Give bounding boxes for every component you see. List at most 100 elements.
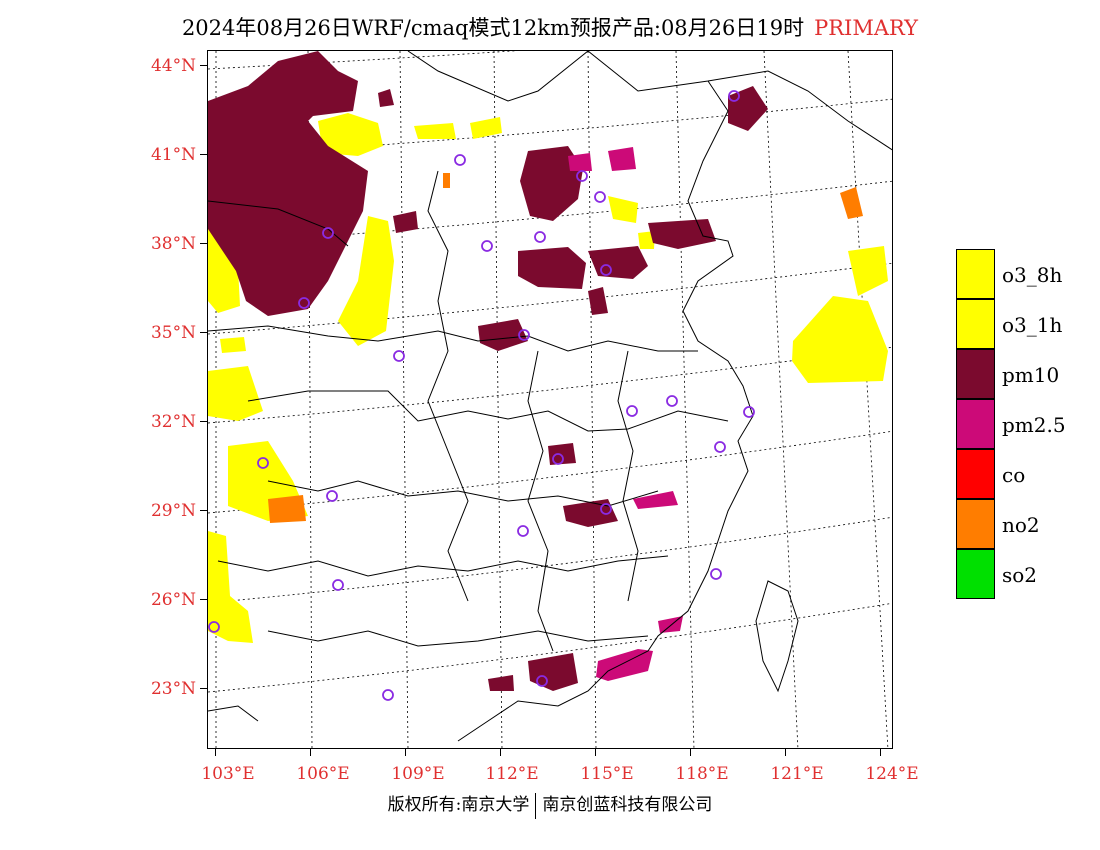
lon-line <box>763 51 799 748</box>
o3-patch <box>220 337 246 353</box>
legend-swatch <box>956 399 995 449</box>
station-marker[interactable] <box>517 525 529 537</box>
station-marker[interactable] <box>332 579 344 591</box>
pm10-patch <box>548 443 576 465</box>
lon-tick <box>405 749 406 756</box>
border-line <box>208 200 349 247</box>
lon-tick <box>215 749 216 756</box>
legend-item-pm25: pm2.5 <box>956 399 1096 449</box>
station-marker[interactable] <box>326 490 338 502</box>
pm10-patch <box>520 146 583 221</box>
pm25-patch <box>633 491 678 509</box>
station-marker[interactable] <box>594 191 606 203</box>
title-main: 2024年08月26日WRF/cmaq模式12km预报产品:08月26日19时 <box>181 16 805 40</box>
lon-tick <box>690 749 691 756</box>
pm10-patch <box>478 319 528 351</box>
station-marker[interactable] <box>298 297 310 309</box>
lon-tick <box>500 749 501 756</box>
station-marker[interactable] <box>576 170 588 182</box>
station-marker[interactable] <box>481 240 493 252</box>
lon-tick <box>785 749 786 756</box>
lat-line <box>208 346 892 424</box>
legend-label: o3_8h <box>1002 263 1063 287</box>
lat-label-38: 38°N <box>150 234 196 254</box>
border-line <box>247 390 729 432</box>
station-marker[interactable] <box>393 350 405 362</box>
border-line <box>208 325 698 352</box>
no2-patch <box>840 187 863 219</box>
legend-item-co: co <box>956 449 1096 499</box>
stations <box>208 90 755 701</box>
legend-item-o3-1h: o3_1h <box>956 299 1096 349</box>
station-marker[interactable] <box>518 329 530 341</box>
station-marker[interactable] <box>600 264 612 276</box>
lat-line <box>208 180 892 246</box>
o3-patch <box>338 216 394 346</box>
legend-swatch <box>956 299 995 349</box>
no2-regions <box>268 173 863 523</box>
legend-item-o3-8h: o3_8h <box>956 249 1096 299</box>
lat-line <box>208 516 892 604</box>
legend-swatch <box>956 499 995 549</box>
lat-label-26: 26°N <box>150 590 196 610</box>
o3-patch <box>848 246 888 296</box>
station-marker[interactable] <box>728 90 740 102</box>
legend-item-so2: so2 <box>956 549 1096 599</box>
legend-label: pm10 <box>1002 363 1060 387</box>
station-marker[interactable] <box>536 675 548 687</box>
lon-tick <box>880 749 881 756</box>
legend-label: so2 <box>1002 563 1038 587</box>
legend-swatch <box>956 549 995 599</box>
o3-patch <box>608 196 638 223</box>
station-marker[interactable] <box>626 405 638 417</box>
lon-line <box>847 51 889 748</box>
o3-patch <box>470 117 502 139</box>
station-marker[interactable] <box>322 227 334 239</box>
station-marker[interactable] <box>710 568 722 580</box>
forecast-map[interactable] <box>207 50 893 749</box>
no2-patch <box>268 495 306 523</box>
lat-tick <box>200 243 208 244</box>
footer-separator <box>535 792 537 819</box>
lat-label-32: 32°N <box>150 412 196 432</box>
no2-patch <box>443 173 450 188</box>
station-marker[interactable] <box>534 231 546 243</box>
lat-tick <box>200 154 208 155</box>
pm10-patch <box>393 211 418 233</box>
pm10-patch <box>588 246 648 279</box>
pm25-patch <box>568 153 592 171</box>
pm10-patch <box>528 653 578 691</box>
station-marker[interactable] <box>600 503 612 515</box>
lon-label-115: 115°E <box>580 764 634 784</box>
lat-label-41: 41°N <box>150 145 196 165</box>
legend-label: co <box>1002 463 1026 487</box>
lat-tick <box>200 65 208 66</box>
pm25-patch <box>608 147 636 171</box>
border-line <box>217 555 669 577</box>
border-line <box>267 480 659 507</box>
station-marker[interactable] <box>666 395 678 407</box>
station-marker[interactable] <box>743 406 755 418</box>
lon-line <box>493 51 503 748</box>
island-taiwan <box>755 580 799 693</box>
border-line <box>427 170 469 602</box>
station-marker[interactable] <box>257 457 269 469</box>
copyright-footer: 版权所有:南京大学 南京创蓝科技有限公司 <box>0 790 1100 819</box>
border-line <box>587 51 892 151</box>
border-line <box>208 705 259 722</box>
legend-item-pm10: pm10 <box>956 349 1096 399</box>
station-marker[interactable] <box>714 441 726 453</box>
pm10-patch <box>648 219 716 249</box>
o3-patch <box>414 123 456 139</box>
station-marker[interactable] <box>208 621 220 633</box>
lat-tick <box>200 332 208 333</box>
pm10-patch <box>488 675 514 691</box>
station-marker[interactable] <box>382 689 394 701</box>
station-marker[interactable] <box>552 453 564 465</box>
station-marker[interactable] <box>454 154 466 166</box>
lat-line <box>208 262 892 335</box>
legend-swatch <box>956 449 995 499</box>
lat-tick <box>200 599 208 600</box>
lat-label-23: 23°N <box>150 679 196 699</box>
border-line <box>617 350 639 602</box>
